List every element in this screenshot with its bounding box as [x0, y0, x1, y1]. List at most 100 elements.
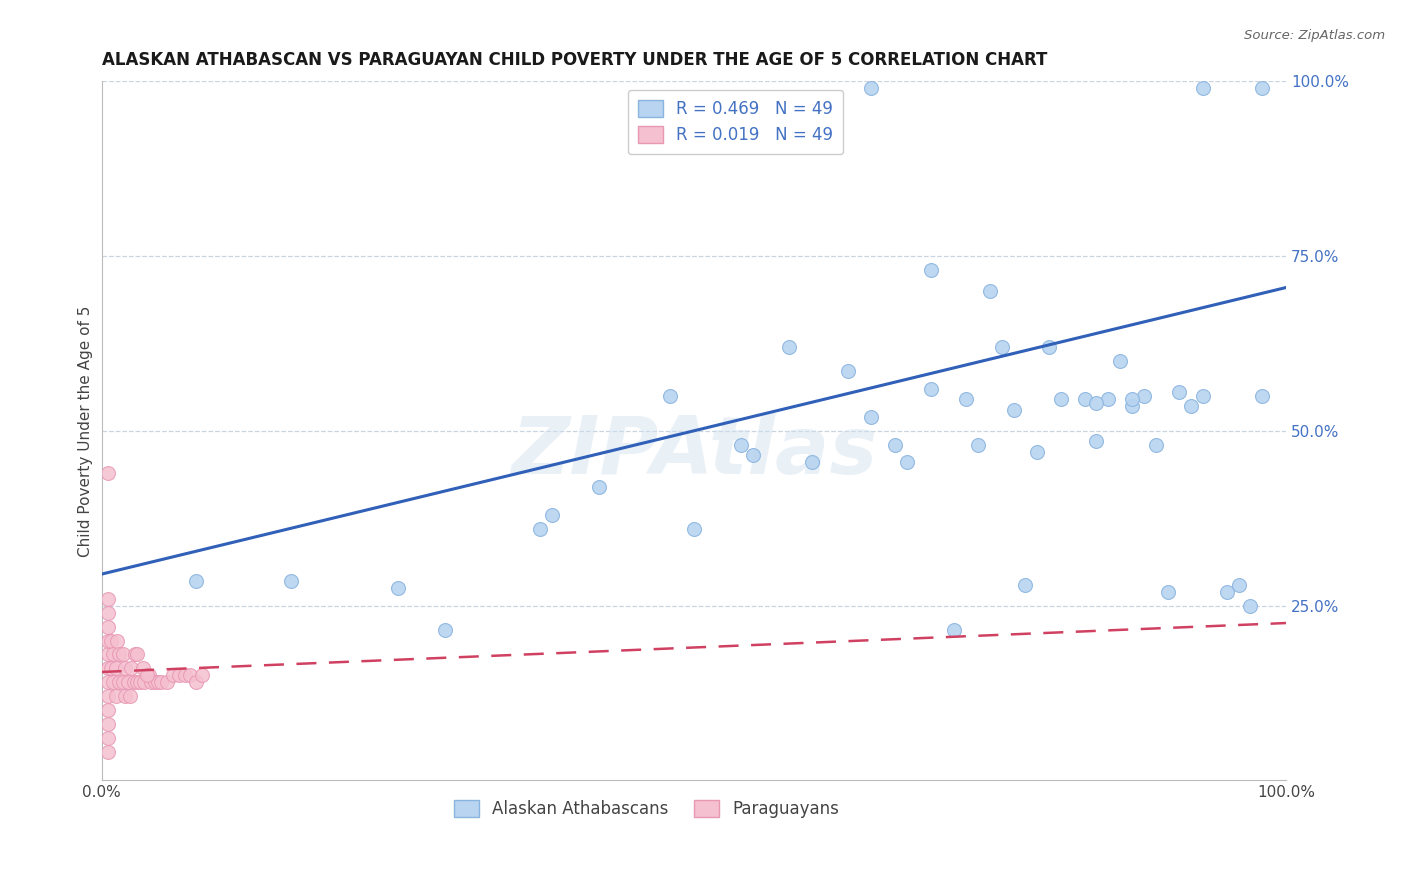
- Point: [955, 392, 977, 407]
- Point: [105, 633, 128, 648]
- Point: [96, 648, 118, 662]
- Point: [1109, 354, 1132, 368]
- Point: [167, 668, 190, 682]
- Point: [1180, 400, 1202, 414]
- Point: [659, 389, 682, 403]
- Point: [191, 668, 214, 682]
- Point: [173, 668, 195, 682]
- Point: [1014, 577, 1036, 591]
- Point: [135, 668, 157, 682]
- Point: [118, 690, 141, 704]
- Point: [387, 581, 409, 595]
- Point: [104, 690, 127, 704]
- Point: [132, 661, 155, 675]
- Point: [96, 717, 118, 731]
- Point: [990, 340, 1012, 354]
- Point: [134, 675, 156, 690]
- Point: [588, 480, 610, 494]
- Point: [1192, 389, 1215, 403]
- Point: [943, 623, 966, 637]
- Point: [967, 438, 990, 452]
- Point: [104, 661, 127, 675]
- Point: [682, 522, 704, 536]
- Point: [1073, 392, 1095, 407]
- Point: [96, 466, 118, 480]
- Point: [141, 675, 163, 690]
- Point: [96, 661, 118, 675]
- Point: [896, 455, 918, 469]
- Point: [96, 675, 118, 690]
- Point: [1097, 392, 1119, 407]
- Point: [148, 675, 170, 690]
- Legend: Alaskan Athabascans, Paraguayans: Alaskan Athabascans, Paraguayans: [447, 793, 845, 824]
- Point: [127, 675, 149, 690]
- Point: [860, 409, 883, 424]
- Point: [96, 731, 118, 746]
- Point: [162, 668, 184, 682]
- Point: [434, 623, 457, 637]
- Point: [96, 591, 118, 606]
- Point: [96, 606, 118, 620]
- Point: [179, 668, 201, 682]
- Point: [1121, 400, 1143, 414]
- Point: [114, 690, 136, 704]
- Point: [1085, 396, 1108, 410]
- Point: [1227, 577, 1250, 591]
- Point: [96, 633, 118, 648]
- Point: [1239, 599, 1261, 613]
- Point: [742, 448, 765, 462]
- Point: [1156, 584, 1178, 599]
- Point: [1002, 402, 1025, 417]
- Point: [138, 668, 160, 682]
- Point: [124, 648, 146, 662]
- Point: [103, 675, 125, 690]
- Point: [1144, 438, 1167, 452]
- Point: [186, 574, 208, 588]
- Point: [122, 675, 145, 690]
- Point: [1133, 389, 1156, 403]
- Point: [111, 675, 134, 690]
- Point: [1251, 81, 1274, 95]
- Y-axis label: Child Poverty Under the Age of 5: Child Poverty Under the Age of 5: [79, 305, 93, 557]
- Point: [108, 675, 131, 690]
- Point: [1085, 434, 1108, 449]
- Point: [884, 438, 907, 452]
- Point: [1192, 81, 1215, 95]
- Point: [96, 619, 118, 633]
- Point: [979, 284, 1001, 298]
- Point: [1168, 385, 1191, 400]
- Point: [103, 648, 125, 662]
- Point: [778, 340, 800, 354]
- Point: [1251, 389, 1274, 403]
- Point: [120, 661, 142, 675]
- Point: [280, 574, 302, 588]
- Point: [114, 661, 136, 675]
- Point: [100, 633, 122, 648]
- Point: [1216, 584, 1239, 599]
- Point: [730, 438, 752, 452]
- Point: [100, 661, 122, 675]
- Point: [920, 382, 942, 396]
- Point: [96, 703, 118, 717]
- Point: [186, 675, 208, 690]
- Point: [96, 745, 118, 759]
- Point: [1050, 392, 1073, 407]
- Point: [128, 675, 150, 690]
- Point: [1121, 392, 1143, 407]
- Point: [1038, 340, 1060, 354]
- Point: [1026, 444, 1049, 458]
- Point: [529, 522, 551, 536]
- Text: ALASKAN ATHABASCAN VS PARAGUAYAN CHILD POVERTY UNDER THE AGE OF 5 CORRELATION CH: ALASKAN ATHABASCAN VS PARAGUAYAN CHILD P…: [101, 51, 1047, 69]
- Point: [860, 81, 883, 95]
- Point: [117, 675, 139, 690]
- Text: ZIPAtlas: ZIPAtlas: [510, 413, 877, 491]
- Point: [837, 364, 859, 378]
- Point: [156, 675, 179, 690]
- Point: [111, 648, 134, 662]
- Point: [540, 508, 562, 522]
- Point: [143, 675, 166, 690]
- Text: Source: ZipAtlas.com: Source: ZipAtlas.com: [1244, 29, 1385, 42]
- Point: [801, 455, 824, 469]
- Point: [108, 648, 131, 662]
- Point: [149, 675, 172, 690]
